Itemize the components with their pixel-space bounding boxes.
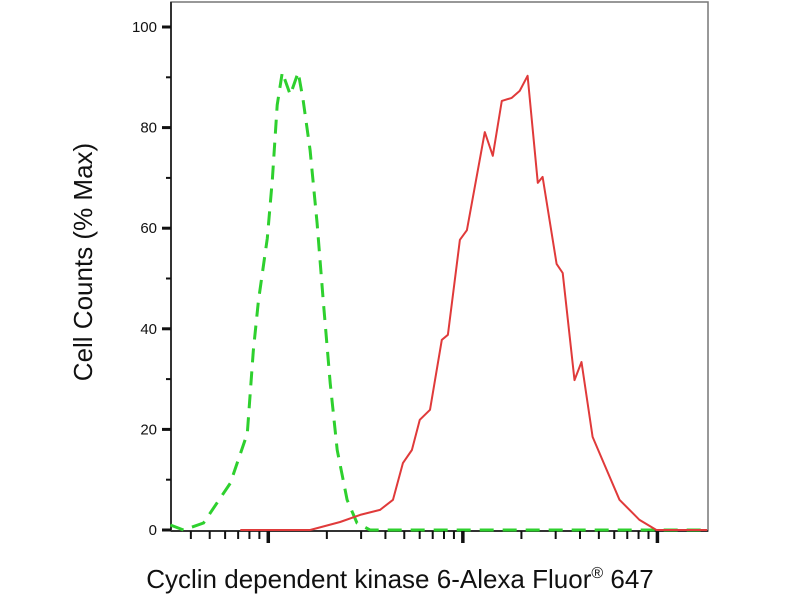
y-ticks: 0 20 40 60 80 100 xyxy=(132,19,171,539)
series-line-isotype-control xyxy=(169,70,708,532)
y-tick-label: 20 xyxy=(140,421,157,438)
x-axis-label-registered: ® xyxy=(591,565,603,582)
x-axis-label-main: Cyclin dependent kinase 6-Alexa Fluor xyxy=(146,564,591,594)
series-layer xyxy=(169,70,708,532)
series-line-cdk6-stained xyxy=(240,74,708,531)
y-tick-label: 60 xyxy=(140,220,157,237)
y-tick-label: 80 xyxy=(140,120,157,137)
x-ticks xyxy=(189,531,660,543)
y-axis-label: Cell Counts (% Max) xyxy=(68,143,98,381)
axes xyxy=(170,1,709,532)
x-axis-label-suffix: 647 xyxy=(603,564,654,594)
y-tick-label: 100 xyxy=(132,19,157,36)
x-axis-label: Cyclin dependent kinase 6-Alexa Fluor® 6… xyxy=(146,564,654,594)
plot-frame xyxy=(170,1,709,532)
y-tick-label: 0 xyxy=(149,522,157,539)
y-tick-label: 40 xyxy=(140,321,157,338)
